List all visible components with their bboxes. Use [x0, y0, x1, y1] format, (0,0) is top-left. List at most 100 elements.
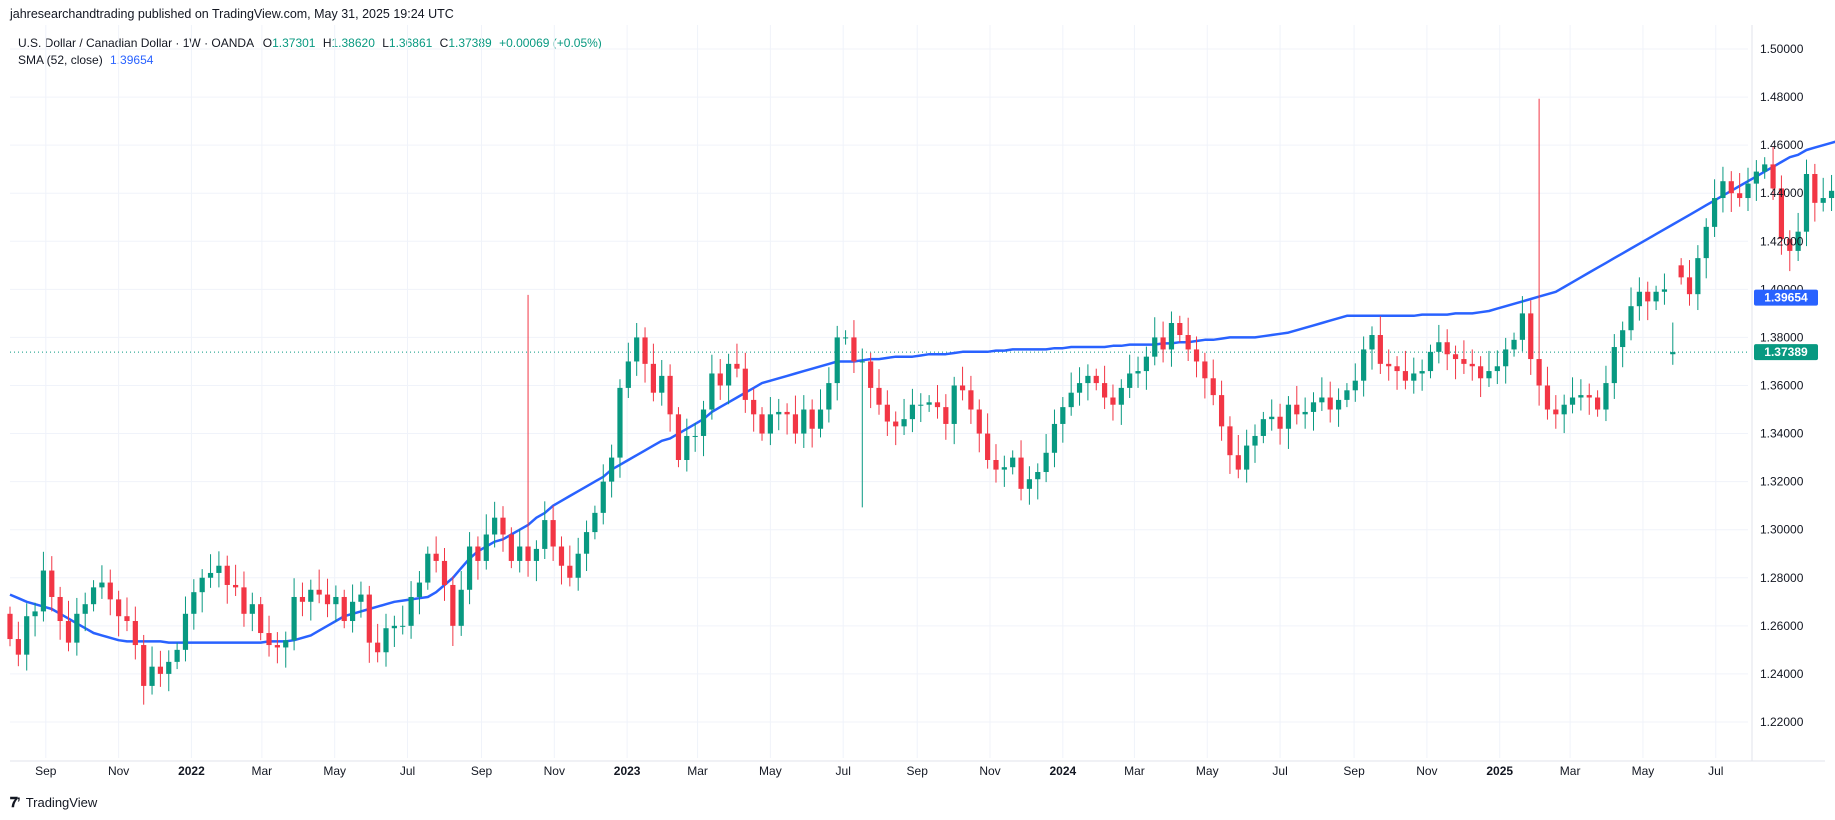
footer-brand[interactable]: 𝟕’ TradingView	[10, 794, 97, 811]
candle-body	[316, 589, 322, 595]
candle-body	[199, 577, 205, 593]
candle	[625, 342, 631, 398]
candle-body	[1110, 397, 1116, 405]
candle-body	[1511, 339, 1517, 350]
candle	[199, 569, 205, 613]
x-tick-label: Jul	[1272, 764, 1287, 778]
candle-body	[1528, 313, 1534, 360]
candle-body	[809, 409, 815, 429]
candle-body	[1335, 399, 1342, 410]
candle-body	[1085, 375, 1091, 384]
candle-body	[157, 666, 164, 674]
candle	[1051, 409, 1058, 468]
candle	[391, 615, 397, 647]
y-tick-label: 1.44000	[1760, 186, 1804, 200]
candle-body	[408, 596, 414, 626]
candle-body	[742, 368, 748, 400]
candle-body	[751, 399, 757, 415]
candle-body	[776, 411, 782, 415]
y-tick-label: 1.22000	[1760, 715, 1804, 729]
candle	[1118, 379, 1124, 425]
candle-body	[1452, 354, 1459, 360]
candle-body	[1695, 258, 1701, 295]
tradingview-logo-icon: 𝟕’	[10, 794, 21, 810]
candle-body	[1310, 402, 1317, 412]
candle-body	[1402, 371, 1409, 381]
low-value: 1.36861	[388, 36, 433, 50]
x-tick-label: Nov	[979, 764, 1000, 778]
y-tick-label: 1.24000	[1760, 667, 1804, 681]
candle	[985, 413, 991, 469]
candle-body	[1118, 387, 1124, 405]
high-value: 1.38620	[331, 36, 375, 50]
candle	[1728, 171, 1734, 212]
candle-body	[1168, 323, 1175, 350]
candle	[207, 554, 214, 588]
candle	[116, 590, 122, 637]
candle	[224, 555, 230, 604]
x-tick-label: May	[1196, 764, 1219, 778]
candle	[7, 606, 13, 647]
candle-body	[934, 402, 941, 408]
candle	[174, 642, 180, 670]
candle	[1795, 212, 1801, 262]
candle	[266, 615, 272, 657]
candle	[400, 605, 406, 635]
candle	[926, 395, 932, 412]
candle-body	[642, 337, 648, 364]
candle-body	[1152, 337, 1158, 357]
candle	[1335, 388, 1342, 427]
candle	[408, 581, 414, 639]
candle	[366, 585, 372, 663]
candle	[492, 501, 498, 548]
candle-body	[517, 546, 523, 561]
candle-body	[1001, 467, 1007, 470]
candle	[1519, 296, 1525, 352]
candle-body	[132, 621, 138, 646]
candle-body	[700, 409, 707, 436]
candle	[1294, 385, 1300, 425]
candle	[1661, 273, 1668, 305]
candle	[1486, 350, 1492, 387]
x-tick-label: Jul	[400, 764, 415, 778]
candle-body	[1594, 397, 1601, 410]
candle	[1102, 365, 1108, 410]
candle	[567, 545, 573, 587]
candle-body	[107, 582, 113, 600]
candle	[1260, 411, 1266, 444]
candle	[1327, 381, 1333, 423]
candle	[341, 589, 347, 629]
price-chart[interactable]: 1.22000 1.24000 1.26000 1.28000 1.30000 1.320…	[0, 0, 1835, 790]
candle-body	[425, 553, 431, 583]
candle	[433, 536, 439, 573]
y-tick-label: 1.50000	[1760, 42, 1804, 56]
candle-body	[475, 546, 481, 561]
candle-body	[299, 596, 306, 602]
candle	[1737, 173, 1743, 207]
candle	[667, 364, 673, 432]
candle-body	[500, 517, 506, 535]
candle	[1611, 334, 1617, 399]
candle-body	[525, 546, 531, 561]
candle	[776, 398, 782, 431]
candle-body	[1018, 457, 1024, 489]
candle-body	[433, 553, 439, 561]
candle-body	[801, 409, 807, 434]
candle-body	[1711, 198, 1718, 227]
candle	[291, 578, 297, 651]
candle-body	[416, 582, 423, 597]
candle-body	[1344, 390, 1350, 400]
candle-body	[909, 404, 916, 420]
candle-body	[1102, 383, 1108, 398]
candle	[525, 294, 531, 577]
candle-body	[533, 548, 540, 561]
candle-body	[1536, 359, 1542, 386]
candle	[751, 388, 757, 432]
candle-body	[191, 592, 197, 614]
x-tick-label: Mar	[1560, 764, 1581, 778]
candle-body	[1519, 313, 1525, 340]
candle	[1060, 397, 1066, 443]
symbol-title[interactable]: U.S. Dollar / Canadian Dollar · 1W · OAN…	[18, 36, 254, 50]
sma-label[interactable]: SMA (52, close)	[18, 53, 103, 67]
candle-body	[1160, 337, 1166, 350]
